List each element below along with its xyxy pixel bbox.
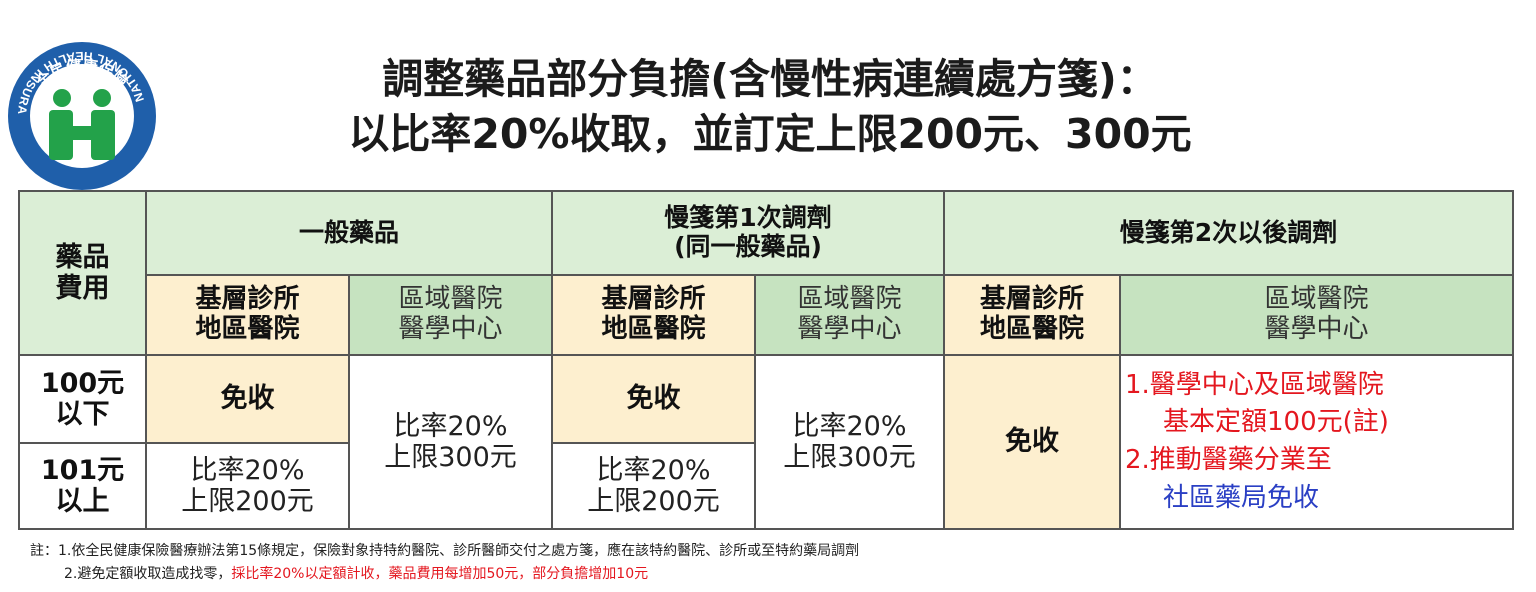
- chronic-later-notes: 1.醫學中心及區域醫院 基本定額100元(註) 2.推動醫藥分業至 社區藥局免收: [1119, 354, 1514, 530]
- nhi-logo-icon: NATIONAL HEALTH INSURANCE 全民健康保險: [6, 40, 156, 190]
- group-header-chronic-first: 慢箋第1次調劑 (同一般藥品): [551, 190, 945, 276]
- footnote: 註：1.依全民健康保險醫療辦法第15條規定，保險對象持特約醫院、診所醫師交付之處…: [30, 540, 859, 586]
- sub-header-basic: 基層診所 地區醫院: [551, 274, 756, 356]
- footnote-line-2-a: 2.避免定額收取造成找零，: [64, 566, 232, 582]
- row-header-drug-cost: 藥品 費用: [18, 190, 147, 356]
- footnote-line-2-b: 採比率20%以定額計收，藥品費用每增加50元，部分負擔增加10元: [231, 566, 649, 582]
- sub-header-regional: 區域醫院 醫學中心: [1119, 274, 1514, 356]
- sub-header-basic: 基層診所 地區醫院: [145, 274, 350, 356]
- row-label-under-100: 100元 以下: [18, 354, 147, 444]
- note-line-2: 基本定額100元(註): [1163, 407, 1389, 438]
- copayment-table: 藥品 費用 一般藥品 慢箋第1次調劑 (同一般藥品) 慢箋第2次以後調劑 基層診…: [18, 190, 1514, 530]
- exempt-cell: 免收: [145, 354, 350, 444]
- footnote-line-1: 註：1.依全民健康保險醫療辦法第15條規定，保險對象持特約醫院、診所醫師交付之處…: [30, 543, 860, 559]
- page-title: 調整藥品部分負擔(含慢性病連續處方箋)： 以比率20%收取，並訂定上限200元、…: [170, 52, 1370, 162]
- group-header-general: 一般藥品: [145, 190, 553, 276]
- title-line-1: 調整藥品部分負擔(含慢性病連續處方箋)：: [382, 55, 1158, 103]
- note-line-4: 社區藥局免收: [1163, 482, 1320, 513]
- exempt-cell: 免收: [551, 354, 756, 444]
- sub-header-regional: 區域醫院 醫學中心: [754, 274, 945, 356]
- row-label-over-101: 101元 以上: [18, 442, 147, 530]
- rate-200-cell: 比率20% 上限200元: [551, 442, 756, 530]
- note-line-3: 2.推動醫藥分業至: [1125, 445, 1332, 475]
- exempt-cell: 免收: [943, 354, 1121, 530]
- rate-200-cell: 比率20% 上限200元: [145, 442, 350, 530]
- rate-300-cell: 比率20% 上限300元: [348, 354, 553, 530]
- footnote-line-2: 2.避免定額收取造成找零，採比率20%以定額計收，藥品費用每增加50元，部分負擔…: [30, 563, 859, 586]
- group-header-chronic-later: 慢箋第2次以後調劑: [943, 190, 1514, 276]
- rate-300-cell: 比率20% 上限300元: [754, 354, 945, 530]
- sub-header-regional: 區域醫院 醫學中心: [348, 274, 553, 356]
- title-line-2: 以比率20%收取，並訂定上限200元、300元: [348, 110, 1192, 158]
- note-line-1: 1.醫學中心及區域醫院: [1125, 369, 1384, 400]
- sub-header-basic: 基層診所 地區醫院: [943, 274, 1121, 356]
